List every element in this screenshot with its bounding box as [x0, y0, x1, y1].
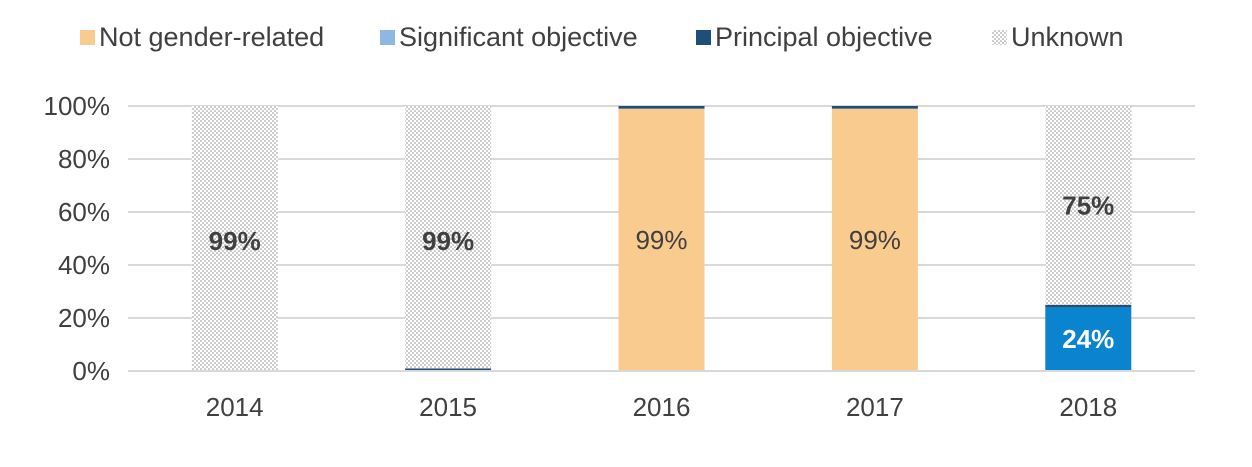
bar-2016-principal-objective — [618, 106, 705, 109]
y-tick-label: 100% — [44, 91, 111, 121]
bar-2018-significant-objective — [1045, 307, 1132, 371]
y-tick-label: 60% — [58, 197, 110, 227]
data-label: 99% — [635, 225, 687, 255]
data-label: 24% — [1062, 324, 1114, 354]
x-tick-label: 2017 — [846, 392, 904, 422]
legend-swatch-not-gender-related — [80, 30, 95, 45]
x-tick-label: 2016 — [633, 392, 691, 422]
bar-2017-principal-objective — [831, 106, 918, 109]
bar-2018-principal-objective — [1045, 304, 1132, 308]
data-label: 75% — [1062, 190, 1114, 220]
legend-swatch-principal-objective — [696, 30, 711, 45]
y-axis: 0% 20% 40% 60% 80% 100% — [44, 91, 111, 386]
bar-2015-principal-objective — [405, 368, 492, 371]
legend-label-significant-objective: Significant objective — [399, 22, 638, 52]
y-tick-label: 40% — [58, 250, 110, 280]
y-tick-label: 0% — [72, 356, 110, 386]
bar-2017-not-gender-related — [831, 108, 918, 372]
bar-2015-unknown — [405, 106, 492, 369]
y-tick-label: 80% — [58, 144, 110, 174]
legend-swatch-significant-objective — [380, 30, 395, 45]
legend-label-not-gender-related: Not gender-related — [99, 22, 324, 52]
data-label: 99% — [209, 226, 261, 256]
y-tick-label: 20% — [58, 303, 110, 333]
bar-2014-unknown — [191, 106, 278, 371]
data-labels: 99% 99% 99% 99% 75% 24% — [209, 190, 1115, 354]
legend: Not gender-related Significant objective P… — [80, 22, 1124, 52]
bar-2018-unknown — [1045, 106, 1132, 305]
x-tick-label: 2018 — [1059, 392, 1117, 422]
data-label: 99% — [849, 225, 901, 255]
legend-label-unknown: Unknown — [1011, 22, 1124, 52]
data-label: 99% — [422, 226, 474, 256]
legend-swatch-unknown — [992, 30, 1007, 45]
legend-label-principal-objective: Principal objective — [715, 22, 933, 52]
bar-2016-not-gender-related — [618, 108, 705, 372]
plot-area — [191, 106, 1132, 372]
x-axis: 2014 2015 2016 2017 2018 — [128, 370, 1195, 422]
x-tick-label: 2015 — [419, 392, 477, 422]
x-tick-label: 2014 — [206, 392, 264, 422]
